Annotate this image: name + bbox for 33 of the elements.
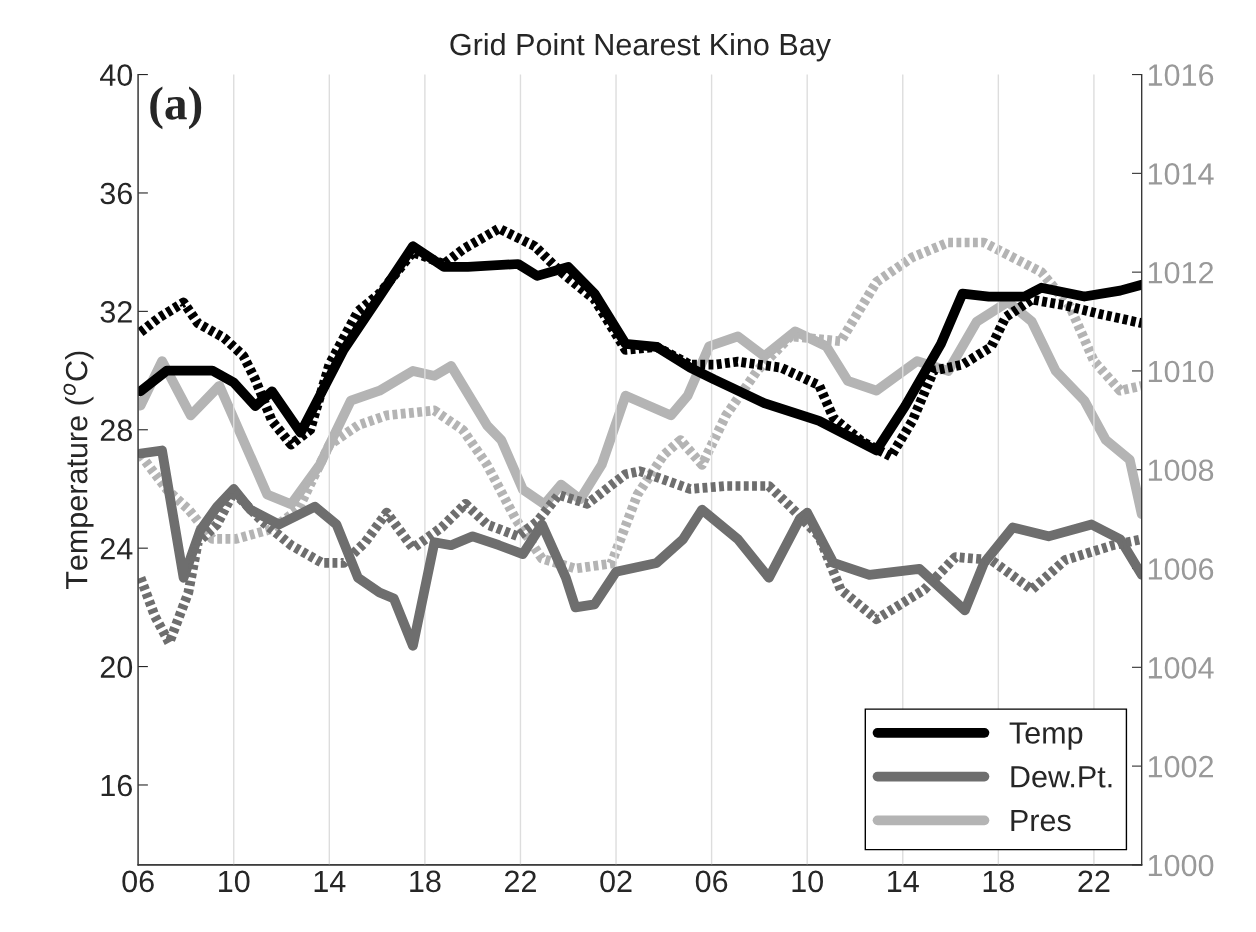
y2-tick-label: 1004 bbox=[1148, 657, 1214, 679]
y2-tick-label: 1014 bbox=[1148, 163, 1214, 185]
y-tick-label: 28 bbox=[100, 419, 132, 442]
y2-tick-label: 1016 bbox=[1148, 64, 1214, 86]
y2-tick-label: 1010 bbox=[1148, 360, 1214, 383]
x-tick-label: 18 bbox=[410, 870, 441, 893]
y-axis-title: Temperature ($^{o}$C) bbox=[63, 351, 94, 590]
x-tick-label: 06 bbox=[695, 870, 728, 893]
y2-tick-label: 1000 bbox=[1148, 854, 1214, 877]
y2-tick-label: 1002 bbox=[1148, 755, 1213, 778]
x-tick-label: 18 bbox=[983, 870, 1015, 893]
x-tick-label: 22 bbox=[505, 870, 536, 892]
x-tick-label: 02 bbox=[600, 870, 632, 893]
y2-tick-label: 1006 bbox=[1148, 558, 1214, 580]
legend-label: Pres bbox=[1011, 810, 1071, 832]
y-tick-label: 40 bbox=[100, 64, 133, 86]
x-tick-label: 14 bbox=[314, 870, 346, 892]
y-tick-label: 32 bbox=[100, 301, 132, 323]
y-tick-label: 24 bbox=[100, 537, 133, 560]
legend-label: Temp bbox=[1009, 722, 1083, 750]
x-tick-label: 10 bbox=[219, 870, 250, 893]
x-tick-label: 22 bbox=[1078, 870, 1110, 892]
annotation: (a) bbox=[150, 86, 202, 130]
x-tick-label: 14 bbox=[888, 870, 919, 892]
y2-tick-label: 1008 bbox=[1148, 459, 1214, 482]
x-tick-label: 10 bbox=[792, 870, 823, 893]
y-tick-label: 20 bbox=[100, 656, 133, 678]
chart-title: Grid Point Nearest Kino Bay bbox=[450, 32, 831, 62]
x-tick-label: 06 bbox=[122, 870, 154, 893]
legend-label: Dew.Pt. bbox=[1011, 766, 1112, 788]
y-tick-label: 36 bbox=[100, 182, 132, 205]
y-tick-label: 16 bbox=[101, 774, 132, 797]
y2-tick-label: 1012 bbox=[1148, 261, 1213, 284]
